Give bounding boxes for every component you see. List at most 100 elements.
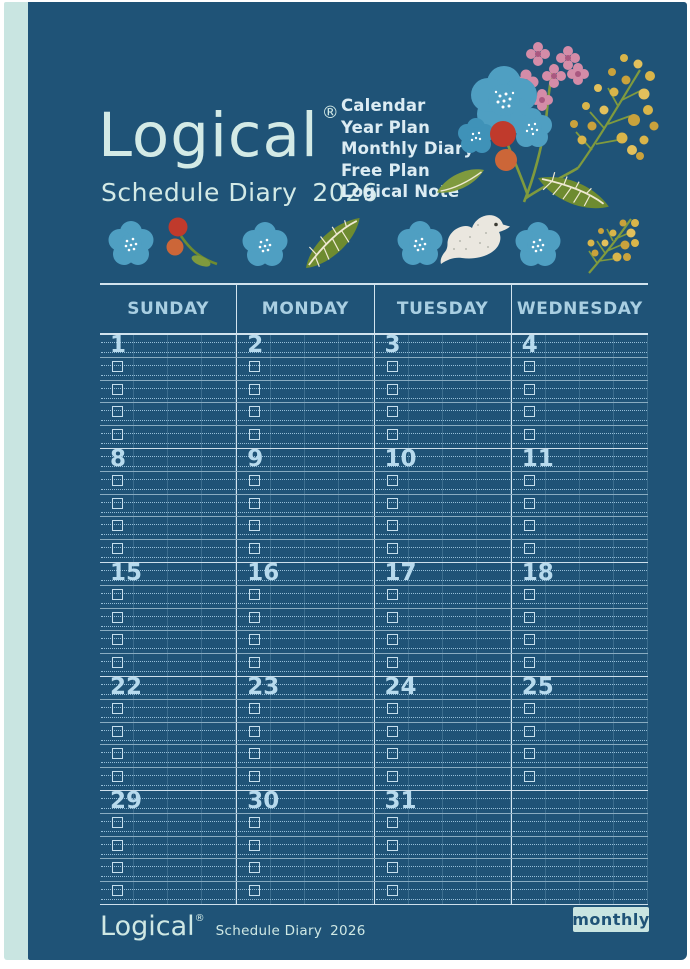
checkbox-icon bbox=[523, 657, 535, 669]
registered-mark: ® bbox=[321, 103, 340, 123]
checkbox-icon bbox=[249, 474, 261, 486]
checkbox-icon bbox=[523, 611, 535, 623]
date-number: 23 bbox=[247, 673, 280, 700]
week-block: 29 30 31 bbox=[100, 787, 648, 905]
checkbox-icon bbox=[523, 520, 535, 532]
calendar-cell bbox=[236, 357, 374, 380]
calendar-cell: 18 bbox=[510, 559, 648, 586]
calendar-cell bbox=[100, 403, 237, 426]
brand-subtitle: Schedule Diary 2026 bbox=[101, 178, 378, 207]
calendar-cell bbox=[100, 540, 237, 562]
calendar-cell: 25 bbox=[510, 673, 648, 700]
checkbox-icon bbox=[386, 862, 398, 874]
date-number: 1 bbox=[110, 332, 127, 358]
calendar-cell bbox=[100, 380, 237, 403]
date-number: 31 bbox=[384, 787, 417, 814]
calendar-cell bbox=[373, 585, 511, 608]
checkbox-icon bbox=[523, 702, 535, 714]
date-number: 16 bbox=[247, 559, 280, 586]
calendar-cell: 3 bbox=[373, 332, 511, 358]
calendar-cell bbox=[236, 654, 374, 676]
checkbox-icon bbox=[386, 657, 398, 669]
feature-list: Calendar Year Plan Monthly Diary Free Plan L… bbox=[341, 95, 474, 203]
brand-logo: Logical ® bbox=[98, 82, 340, 167]
checkbox-icon bbox=[112, 383, 123, 395]
calendar-cell bbox=[510, 745, 648, 768]
checkbox-icon bbox=[386, 634, 398, 646]
calendar-cell bbox=[510, 654, 648, 676]
checkbox-icon bbox=[112, 771, 123, 783]
monthly-badge: monthly bbox=[572, 907, 649, 932]
mimosa-branch bbox=[570, 54, 659, 169]
checkbox-icon bbox=[112, 634, 123, 646]
day-header: SUNDAY bbox=[127, 299, 210, 319]
calendar-cell bbox=[236, 540, 374, 562]
date-number: 25 bbox=[521, 673, 554, 700]
schedule-row bbox=[100, 699, 648, 723]
calendar-cell bbox=[510, 882, 648, 904]
checkbox-icon bbox=[249, 885, 261, 897]
date-number: 18 bbox=[521, 559, 554, 586]
date-row: 1 2 3 4 bbox=[100, 332, 648, 358]
cover: Logical ® Schedule Diary 2026 Calendar Year… bbox=[28, 2, 687, 960]
bouquet-illustration bbox=[436, 42, 659, 209]
schedule-row bbox=[100, 813, 648, 837]
calendar-cell bbox=[236, 699, 374, 722]
calendar-cell bbox=[510, 585, 648, 608]
calendar-cell bbox=[236, 882, 374, 904]
schedule-row bbox=[100, 768, 648, 791]
checkbox-icon bbox=[386, 429, 398, 441]
feature-item: Year Plan bbox=[341, 117, 431, 137]
blue-flower-small-1 bbox=[458, 118, 494, 153]
checkbox-icon bbox=[523, 497, 535, 509]
checkbox-icon bbox=[386, 588, 398, 600]
calendar-cell bbox=[236, 585, 374, 608]
checkbox-icon bbox=[112, 885, 123, 897]
calendar-cell: 17 bbox=[373, 561, 511, 585]
dove-icon bbox=[440, 215, 510, 264]
checkbox-icon bbox=[386, 543, 398, 555]
calendar-cell bbox=[373, 836, 511, 859]
checkbox-icon bbox=[249, 816, 261, 828]
calendar-cell bbox=[373, 859, 511, 882]
brand-subtitle-text: Schedule Diary bbox=[101, 178, 298, 207]
week-block: 8 9 10 11 bbox=[100, 447, 648, 563]
date-number: 15 bbox=[110, 559, 143, 586]
date-row: 22 23 24 25 bbox=[100, 673, 648, 700]
calendar-cell: 29 bbox=[100, 789, 237, 813]
berry-red bbox=[490, 121, 516, 147]
calendar-cell bbox=[510, 631, 648, 654]
week-block: 1 2 3 4 bbox=[100, 332, 648, 449]
date-number: 2 bbox=[247, 332, 264, 358]
checkbox-icon bbox=[523, 360, 535, 372]
footer-registered-mark: ® bbox=[194, 913, 205, 924]
checkbox-icon bbox=[112, 748, 123, 760]
footer-subtitle: Schedule Diary 2026 bbox=[215, 923, 366, 939]
calendar-cell bbox=[510, 722, 648, 745]
calendar-cell bbox=[100, 608, 237, 631]
checkbox-icon bbox=[523, 474, 535, 486]
schedule-row bbox=[100, 540, 648, 563]
checkbox-icon bbox=[523, 406, 535, 418]
calendar-cell: 30 bbox=[236, 787, 374, 814]
calendar-cell bbox=[373, 471, 511, 494]
date-number: 30 bbox=[247, 787, 280, 814]
checkbox-icon bbox=[249, 771, 261, 783]
feature-item: Free Plan bbox=[341, 160, 430, 180]
checkbox-icon bbox=[249, 406, 261, 418]
day-header: MONDAY bbox=[236, 285, 373, 333]
schedule-row bbox=[100, 836, 648, 860]
berry-orange bbox=[495, 149, 517, 171]
checkbox-icon bbox=[249, 634, 261, 646]
date-number: 3 bbox=[384, 332, 401, 358]
calendar-cell bbox=[100, 699, 237, 722]
checkbox-icon bbox=[249, 520, 261, 532]
schedule-row bbox=[100, 859, 648, 883]
calendar-cell bbox=[100, 882, 237, 904]
calendar-cell: 10 bbox=[373, 447, 511, 471]
checkbox-icon bbox=[112, 497, 123, 509]
calendar-cell bbox=[236, 426, 374, 448]
checkbox-icon bbox=[523, 748, 535, 760]
schedule-row bbox=[100, 882, 648, 905]
checkbox-icon bbox=[386, 702, 398, 714]
